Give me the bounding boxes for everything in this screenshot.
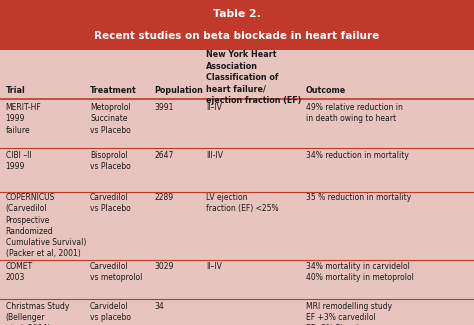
Text: Carvedilol
vs metoprolol: Carvedilol vs metoprolol — [90, 262, 142, 282]
Text: Metoprolol
Succinate
vs Placebo: Metoprolol Succinate vs Placebo — [90, 103, 131, 135]
Text: 3029: 3029 — [154, 262, 173, 271]
Text: Bisoprolol
vs Placebo: Bisoprolol vs Placebo — [90, 151, 131, 171]
Text: 34% mortality in carvidelol
40% mortality in metoprolol: 34% mortality in carvidelol 40% mortalit… — [306, 262, 414, 282]
Text: Carvidelol
vs placebo: Carvidelol vs placebo — [90, 302, 131, 322]
Text: 34: 34 — [154, 302, 164, 311]
Text: COPERNICUS
(Carvedilol
Prospective
Randomized
Cumulative Survival)
(Packer et al: COPERNICUS (Carvedilol Prospective Rando… — [6, 193, 86, 258]
Text: Table 2.: Table 2. — [213, 9, 261, 19]
Text: 49% relative reduction in
in death owing to heart: 49% relative reduction in in death owing… — [306, 103, 402, 124]
Text: III-IV: III-IV — [206, 151, 223, 160]
Text: II–IV: II–IV — [206, 103, 222, 112]
Text: 3991: 3991 — [154, 103, 173, 112]
Text: Carvedilol
vs Placebo: Carvedilol vs Placebo — [90, 193, 131, 214]
Text: CIBI –II
1999: CIBI –II 1999 — [6, 151, 31, 171]
Text: 34% reduction in mortality: 34% reduction in mortality — [306, 151, 409, 160]
Text: II–IV: II–IV — [206, 262, 222, 271]
Text: New York Heart
Association
Classification of
heart failure/
ejection fraction (E: New York Heart Association Classificatio… — [206, 50, 301, 105]
Text: Population: Population — [154, 86, 203, 95]
Text: 2647: 2647 — [154, 151, 173, 160]
Bar — [0, 0, 474, 50]
Text: 35 % reduction in mortality: 35 % reduction in mortality — [306, 193, 411, 202]
Text: LV ejection
fraction (EF) <25%: LV ejection fraction (EF) <25% — [206, 193, 279, 214]
Text: COMET
2003: COMET 2003 — [6, 262, 33, 282]
Text: MERIT-HF
1999
failure: MERIT-HF 1999 failure — [6, 103, 41, 135]
Text: Recent studies on beta blockade in heart failure: Recent studies on beta blockade in heart… — [94, 31, 380, 41]
Text: 2289: 2289 — [154, 193, 173, 202]
Text: MRI remodelling study
EF +3% carvedilol
EF –2% Placebo: MRI remodelling study EF +3% carvedilol … — [306, 302, 392, 325]
Text: Treatment: Treatment — [90, 86, 137, 95]
Text: Trial: Trial — [6, 86, 26, 95]
Text: Outcome: Outcome — [306, 86, 346, 95]
Text: Christmas Study
(Bellenger
et al, 2004): Christmas Study (Bellenger et al, 2004) — [6, 302, 69, 325]
